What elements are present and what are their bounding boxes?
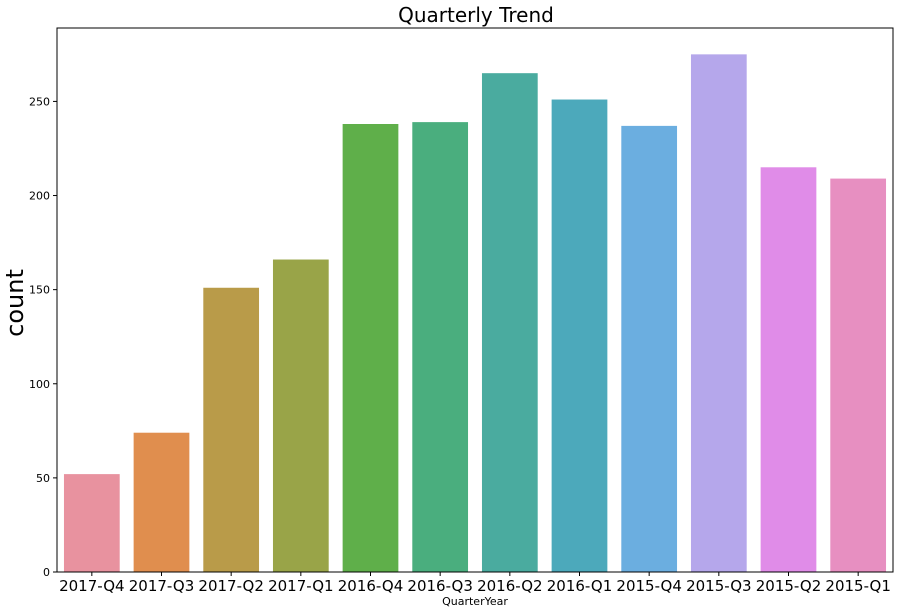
y-tick-label: 150 [29, 284, 50, 297]
bars-group [63, 54, 887, 573]
bar-2016-Q3 [412, 122, 469, 573]
bar-2015-Q4 [621, 125, 678, 572]
y-axis-ticks: 0 50 100 150 200 250 [29, 95, 57, 579]
y-axis-label: count [1, 269, 29, 337]
plot-frame [56, 27, 894, 573]
y-tick-label: 200 [29, 190, 50, 203]
x-axis-ticks: 2017-Q4 2017-Q3 2017-Q2 2017-Q1 2016-Q4 2016-… [59, 572, 891, 595]
x-tick-label: 2017-Q1 [268, 577, 334, 595]
x-tick-label: 2015-Q3 [686, 577, 752, 595]
bar-2017-Q1 [272, 259, 329, 572]
x-tick-label: 2015-Q1 [825, 577, 891, 595]
x-axis-label: QuarterYear [442, 595, 508, 608]
x-tick-label: 2016-Q3 [407, 577, 473, 595]
bar-2016-Q4 [342, 124, 399, 572]
bar-2017-Q4 [63, 474, 120, 572]
bar-2017-Q2 [203, 287, 260, 572]
y-tick-label: 50 [36, 472, 50, 485]
y-tick-label: 100 [29, 378, 50, 391]
bar-2015-Q2 [760, 167, 817, 573]
x-tick-label: 2017-Q2 [198, 577, 264, 595]
x-tick-label: 2017-Q4 [59, 577, 125, 595]
y-tick-label: 0 [43, 566, 50, 579]
x-tick-label: 2017-Q3 [129, 577, 195, 595]
x-tick-label: 2016-Q1 [547, 577, 613, 595]
bar-2015-Q3 [690, 54, 747, 573]
bar-2017-Q3 [133, 432, 190, 572]
x-tick-label: 2015-Q2 [756, 577, 822, 595]
bar-2015-Q1 [830, 178, 887, 572]
chart-title: Quarterly Trend [398, 3, 554, 27]
y-tick-label: 250 [29, 95, 50, 108]
x-tick-label: 2016-Q4 [338, 577, 404, 595]
x-tick-label: 2015-Q4 [616, 577, 682, 595]
bar-2016-Q1 [551, 99, 608, 572]
bar-2016-Q2 [481, 73, 538, 573]
x-tick-label: 2016-Q2 [477, 577, 543, 595]
